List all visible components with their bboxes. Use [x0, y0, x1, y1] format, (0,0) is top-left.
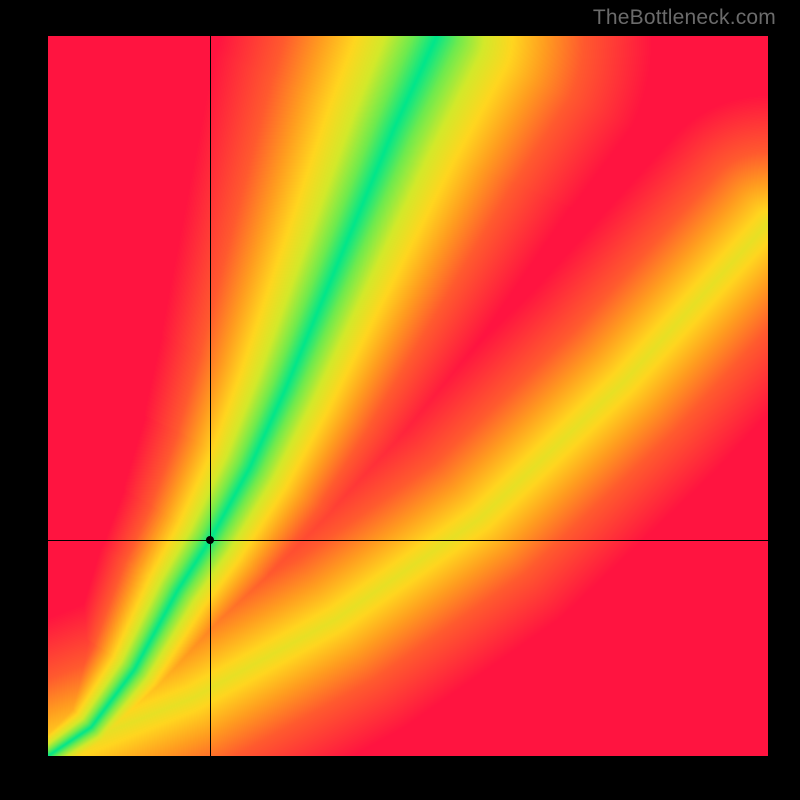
- watermark-text: TheBottleneck.com: [593, 6, 776, 30]
- marker-dot: [206, 536, 214, 544]
- crosshair-vertical: [210, 36, 211, 756]
- heatmap-canvas: [48, 36, 768, 756]
- chart-container: TheBottleneck.com: [0, 0, 800, 800]
- plot-area: [48, 36, 768, 756]
- crosshair-horizontal: [48, 540, 768, 541]
